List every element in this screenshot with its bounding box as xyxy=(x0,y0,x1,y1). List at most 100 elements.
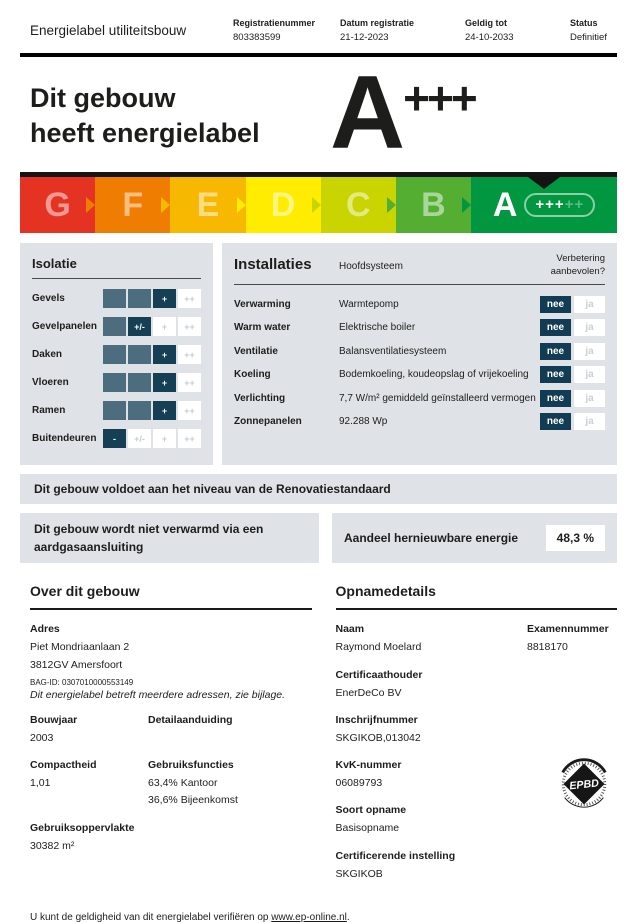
field-value: 21-12-2023 xyxy=(340,32,389,43)
scale-letter-b: B xyxy=(421,185,446,224)
gebruiksfuncties-label: Gebruiksfuncties xyxy=(148,759,234,772)
isolatie-cell: + xyxy=(153,373,176,393)
svg-text:EPBD: EPBD xyxy=(569,778,600,793)
isolatie-cell: ++ xyxy=(178,401,201,421)
scale-segment-e: E xyxy=(170,177,246,234)
scale-letter-f: F xyxy=(122,185,144,224)
isolatie-row-label: Gevelpanelen xyxy=(32,321,98,333)
installaties-row-value: Bodemkoeling, koudeopslag of vrijekoelin… xyxy=(339,369,529,381)
about-building-column: Over dit gebouw Adres Piet Mondriaanlaan… xyxy=(20,583,312,882)
inschrijfnummer-value: SKGIKOB,013042 xyxy=(335,731,421,744)
hero-title: Dit gebouw heeft energielabel xyxy=(30,71,330,151)
field-value: 803383599 xyxy=(233,32,281,43)
badge-nee: nee xyxy=(540,389,571,407)
isolatie-cell: ++ xyxy=(178,373,201,393)
certificaathouder-value: EnerDeCo BV xyxy=(335,686,402,699)
hero-title-line1: Dit gebouw xyxy=(30,83,176,113)
isolatie-cell: - xyxy=(103,429,126,449)
footer-text: U kunt de geldigheid van dit energielabe… xyxy=(30,911,272,923)
renovatiestandaard-banner: Dit gebouw voldoet aan het niveau van de… xyxy=(20,474,617,505)
scale-segment-c: C xyxy=(320,177,396,234)
isolatie-cell: +/- xyxy=(128,429,151,449)
bag-id: BAG-ID: 0307010000553149 xyxy=(30,677,134,687)
examennummer-label: Examennummer xyxy=(527,623,609,636)
scale-pointer-icon xyxy=(528,177,561,190)
badge-ja: ja xyxy=(574,342,605,360)
field-label: Registratienummer xyxy=(233,18,316,28)
scale-segment-b: B xyxy=(395,177,472,234)
rating-pill: +++++ xyxy=(524,193,596,218)
compactheid-label: Compactheid xyxy=(30,759,97,772)
energy-label-document: Energielabel utiliteitsbouw Registratien… xyxy=(0,0,637,897)
epbd-seal-icon: EPBD xyxy=(561,758,607,808)
scale-top-bar xyxy=(20,172,617,178)
isolatie-cell xyxy=(103,317,126,337)
rating-letter: A xyxy=(330,55,405,171)
isolatie-cell: ++ xyxy=(178,289,201,309)
bouwjaar-field: Bouwjaar 2003 xyxy=(30,701,148,746)
details-section: Over dit gebouw Adres Piet Mondriaanlaan… xyxy=(20,583,617,882)
energy-rating: A +++ xyxy=(330,55,478,171)
installaties-panel: Installaties Hoofdsysteem Verbetering aa… xyxy=(222,243,617,466)
isolatie-row-cells: + ++ xyxy=(103,373,201,393)
highlight-boxes: Dit gebouw wordt niet verwarmd via een a… xyxy=(20,513,617,564)
gebruiksfunctie-1: 63,4% Kantoor xyxy=(148,777,218,790)
scale-letter-d: D xyxy=(270,185,296,224)
isolatie-row-label: Daken xyxy=(32,349,63,361)
isolatie-cell: + xyxy=(153,429,176,449)
examennummer-value: 8818170 xyxy=(527,641,568,654)
improvement-badges: nee ja xyxy=(540,295,605,313)
installaties-row-value: 92.288 Wp xyxy=(339,416,388,428)
hoofdsysteem-label: Hoofdsysteem xyxy=(339,261,403,273)
scale-letter-a: A xyxy=(492,185,518,224)
kvk-value: 06089793 xyxy=(335,777,383,790)
isolatie-cell: + xyxy=(153,345,176,365)
footer: U kunt de geldigheid van dit energielabe… xyxy=(20,912,617,923)
naam-label: Naam xyxy=(335,623,365,636)
improvement-badges: nee ja xyxy=(540,413,605,431)
isolatie-row-cells: + ++ xyxy=(103,345,201,365)
scale-segment-g: G xyxy=(20,177,96,234)
isolatie-cell: + xyxy=(153,317,176,337)
isolatie-row-label: Vloeren xyxy=(32,377,69,389)
installaties-row: Koeling Bodemkoeling, koudeopslag of vrij… xyxy=(234,366,605,384)
isolatie-cell xyxy=(128,373,151,393)
isolatie-row-cells: + ++ xyxy=(103,401,201,421)
scale-letter-c: C xyxy=(345,185,371,224)
badge-ja: ja xyxy=(574,295,605,313)
isolatie-panel: Isolatie Gevels + ++ Gevelpanelen +/- + ++ Dake… xyxy=(20,243,213,466)
isolatie-cell: ++ xyxy=(178,429,201,449)
opname-title: Opnamedetails xyxy=(335,583,617,611)
naam-field: Naam Raymond Moelard xyxy=(336,610,422,655)
hero-section: Dit gebouw heeft energielabel A +++ xyxy=(20,55,617,171)
energy-scale-segments: G F E D C B A +++++ xyxy=(20,177,618,234)
energy-scale: G F E D C B A +++++ xyxy=(20,172,618,234)
ep-online-link[interactable]: www.ep-online.nl xyxy=(271,911,347,923)
installaties-row-value: Balansventilatiesysteem xyxy=(339,345,447,357)
header-field-datum-registratie: Datum registratie 21-12-2023 xyxy=(340,18,465,43)
isolatie-row-cells: +/- + ++ xyxy=(103,317,201,337)
scale-segment-a: A +++++ xyxy=(471,177,618,234)
improvement-badges: nee ja xyxy=(540,342,605,360)
installaties-row: Ventilatie Balansventilatiesysteem nee ja xyxy=(234,342,605,360)
inschrijfnummer-label: Inschrijfnummer xyxy=(335,713,418,726)
status-value: Definitief xyxy=(570,32,607,43)
certificaathouder-label: Certificaathouder xyxy=(335,668,423,681)
field-label: Datum registratie xyxy=(340,18,415,28)
isolatie-row-cells: - +/- + ++ xyxy=(103,429,201,449)
installaties-row-value: 7,7 W/m² gemiddeld geïnstalleerd vermoge… xyxy=(339,392,536,404)
naam-examen-row: Naam Raymond Moelard Examennummer 881817… xyxy=(336,610,618,655)
adres-label: Adres xyxy=(30,623,60,636)
bouwjaar-label: Bouwjaar xyxy=(30,713,78,726)
installaties-row-label: Koeling xyxy=(234,369,271,381)
badge-ja: ja xyxy=(574,319,605,337)
badge-ja: ja xyxy=(574,389,605,407)
isolatie-title: Isolatie xyxy=(32,256,201,280)
isolatie-cell xyxy=(128,401,151,421)
adres-line2: 3812GV Amersfoort xyxy=(30,658,123,671)
header-field-geldig-tot: Geldig tot 24-10-2033 xyxy=(465,18,570,43)
isolatie-cell: +/- xyxy=(128,317,151,337)
installaties-header: Installaties Hoofdsysteem Verbetering aa… xyxy=(234,253,605,285)
isolatie-cell: ++ xyxy=(178,317,201,337)
pill-plusses-inactive: ++ xyxy=(564,196,585,214)
